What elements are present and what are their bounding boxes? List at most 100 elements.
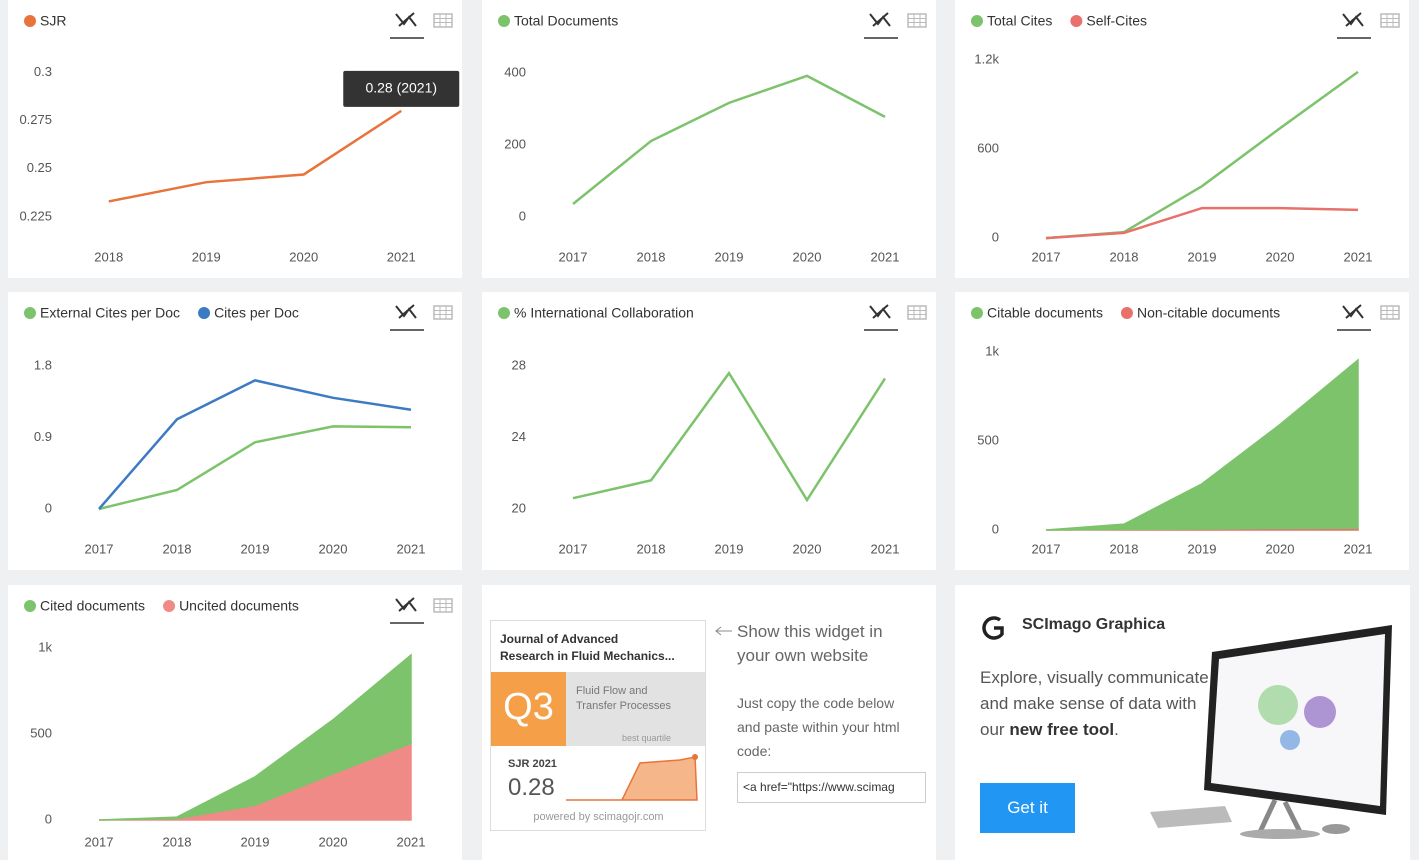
graphica-title: SCImago Graphica <box>1022 616 1166 633</box>
graphica-body: Explore, visually communicate and make s… <box>980 668 1209 739</box>
y-tick-label: 0.25 <box>27 160 52 175</box>
x-tick-label: 2020 <box>1266 249 1295 264</box>
table-icon-grid <box>908 306 926 319</box>
legend-label[interactable]: Uncited documents <box>179 598 299 614</box>
arrow-icon <box>715 626 732 636</box>
sparkline-dot <box>692 754 698 760</box>
table-icon[interactable] <box>433 305 453 320</box>
x-tick-label: 2018 <box>637 249 666 264</box>
legend-label[interactable]: Total Cites <box>987 13 1052 29</box>
get-it-button[interactable]: Get it <box>980 783 1075 833</box>
y-tick-label: 0 <box>992 230 999 245</box>
y-tick-label: 0.225 <box>19 208 52 223</box>
table-icon[interactable] <box>433 13 453 28</box>
category-line: Fluid Flow and <box>576 685 648 697</box>
line <box>572 370 887 503</box>
chart-panel <box>955 0 1409 278</box>
x-tick-label: 2021 <box>871 249 900 264</box>
x-tick-label: 2020 <box>289 249 318 264</box>
legend-label[interactable]: Self-Cites <box>1086 13 1147 29</box>
x-tick-label: 2018 <box>1110 541 1139 556</box>
table-icon[interactable] <box>1380 305 1400 320</box>
widget-sparkline <box>566 756 698 801</box>
legend-marker <box>1120 307 1133 319</box>
x-tick-label: 2017 <box>85 834 114 849</box>
table-icon[interactable] <box>907 13 927 28</box>
legend-marker <box>1070 15 1083 27</box>
chart-icon[interactable] <box>869 12 891 27</box>
x-tick-label: 2019 <box>241 834 270 849</box>
y-tick-label: 0.275 <box>19 112 52 127</box>
y-tick-label: 0 <box>45 811 52 826</box>
screen-blob <box>1304 696 1336 728</box>
table-icon[interactable] <box>907 305 927 320</box>
mouse <box>1322 824 1350 834</box>
legend-label[interactable]: Citable documents <box>987 305 1103 321</box>
x-tick-label: 2019 <box>1188 541 1217 556</box>
x-tick-label: 2021 <box>397 834 426 849</box>
x-tick-label: 2020 <box>793 249 822 264</box>
widget-category: Fluid Flow and Transfer Processes <box>576 684 671 714</box>
x-tick-label: 2018 <box>163 541 192 556</box>
chart-icon[interactable] <box>1342 12 1364 27</box>
chart-icon[interactable] <box>395 12 417 27</box>
legend-marker <box>198 307 211 319</box>
graphica-text: Explore, visually communicate and make s… <box>980 665 1220 743</box>
legend-label[interactable]: Cites per Doc <box>214 305 299 321</box>
table-icon-grid <box>1381 306 1399 319</box>
x-tick-label: 2020 <box>319 834 348 849</box>
legend-label[interactable]: Non-citable documents <box>1137 305 1280 321</box>
screen-blob <box>1258 685 1298 725</box>
instruction-line: and paste within your html <box>737 719 900 735</box>
x-tick-label: 2021 <box>871 541 900 556</box>
y-tick-label: 0.3 <box>34 64 52 79</box>
legend-marker <box>498 307 510 319</box>
chart-icon[interactable] <box>869 304 891 319</box>
journal-line: Research in Fluid Mechanics... <box>500 649 675 663</box>
graphica-tail: . <box>1114 720 1119 739</box>
chart-icon[interactable] <box>395 304 417 319</box>
code-input[interactable] <box>737 772 926 803</box>
heading-line: your own website <box>737 646 869 665</box>
line <box>98 425 412 511</box>
x-tick-label: 2019 <box>1188 249 1217 264</box>
x-tick-label: 2017 <box>85 541 114 556</box>
code-text: <a href="https://www.scimag <box>743 780 895 794</box>
table-icon-grid <box>1381 14 1399 27</box>
chart-panel <box>482 0 936 278</box>
chart-icon[interactable] <box>1342 304 1364 319</box>
y-tick-label: 600 <box>977 140 999 155</box>
instruction-line: Just copy the code below <box>737 695 895 711</box>
x-tick-label: 2017 <box>559 249 588 264</box>
quartile: Q3 <box>503 686 554 728</box>
x-tick-label: 2018 <box>1110 249 1139 264</box>
legend-label[interactable]: % International Collaboration <box>514 305 694 321</box>
legend-label[interactable]: Total Documents <box>514 13 618 29</box>
x-tick-label: 2018 <box>637 541 666 556</box>
monitor-screen <box>1211 634 1385 806</box>
graphica-bold: new free tool <box>1009 720 1115 739</box>
x-tick-label: 2018 <box>163 834 192 849</box>
legend-marker <box>24 307 36 319</box>
y-tick-label: 0 <box>992 521 999 536</box>
quartile-box <box>491 672 566 746</box>
widget-heading: Show this widget in your own website <box>737 620 883 668</box>
monitor-base <box>1240 829 1320 839</box>
legend-label[interactable]: External Cites per Doc <box>40 305 180 321</box>
x-tick-label: 2021 <box>387 249 416 264</box>
sjr-value: 0.28 <box>508 774 555 801</box>
x-tick-label: 2019 <box>715 541 744 556</box>
line <box>108 109 402 203</box>
legend-label[interactable]: SJR <box>40 13 66 29</box>
y-tick-label: 1k <box>985 343 999 358</box>
table-icon-grid <box>434 14 452 27</box>
tooltip-box <box>343 70 460 107</box>
y-tick-label: 500 <box>977 432 999 447</box>
x-tick-label: 2020 <box>793 541 822 556</box>
chart-icon[interactable] <box>395 597 417 612</box>
table-icon[interactable] <box>1380 13 1400 28</box>
area <box>1045 358 1359 531</box>
table-icon[interactable] <box>433 598 453 613</box>
legend-label[interactable]: Cited documents <box>40 598 145 614</box>
